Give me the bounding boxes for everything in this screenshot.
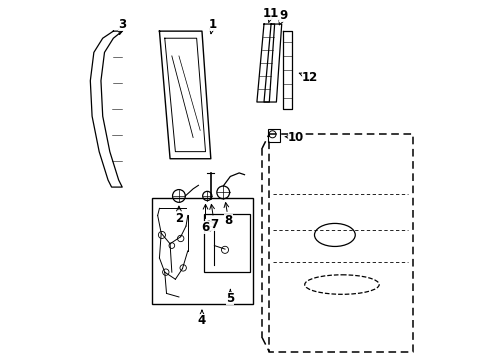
Text: 1: 1 (208, 18, 216, 34)
Text: 2: 2 (175, 206, 183, 225)
Bar (152, 198, 253, 304)
Text: 6: 6 (201, 204, 209, 234)
Text: 3: 3 (118, 18, 126, 35)
Text: 4: 4 (198, 310, 205, 327)
Bar (203, 214, 249, 272)
Text: 12: 12 (299, 71, 318, 84)
Text: 10: 10 (285, 131, 304, 144)
Text: 9: 9 (279, 9, 287, 25)
Text: 11: 11 (263, 7, 279, 23)
Bar (268, 129, 279, 142)
Text: 7: 7 (209, 204, 218, 231)
Text: 8: 8 (224, 203, 232, 227)
Text: 5: 5 (226, 289, 234, 305)
